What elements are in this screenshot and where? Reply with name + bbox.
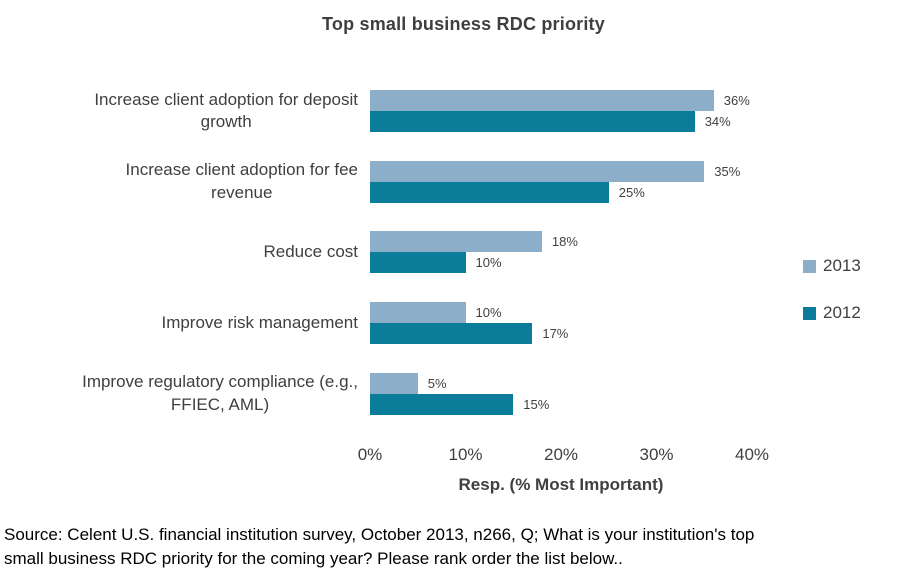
- category-label: Reduce cost: [0, 231, 359, 273]
- legend-item-2012: 2012: [803, 303, 861, 323]
- bar-value-label: 34%: [704, 114, 731, 129]
- source-note: Source: Celent U.S. financial institutio…: [4, 525, 755, 569]
- legend-item-2013: 2013: [803, 256, 861, 276]
- bar-value-label: 10%: [475, 305, 502, 321]
- category-label: Improve risk management: [0, 302, 358, 344]
- legend-label: 2012: [823, 303, 861, 322]
- category-label: Increase client adoption for deposit gro…: [0, 90, 358, 132]
- bar-value-label: 15%: [523, 396, 550, 412]
- x-tick-label: 0%: [357, 445, 383, 464]
- bar-2013: [370, 90, 714, 111]
- x-tick-label: 10%: [448, 445, 483, 464]
- bar-2012: [370, 111, 695, 132]
- bar-2012: [370, 181, 609, 203]
- bar-value-label: 17%: [542, 326, 569, 342]
- bar-value-label: 10%: [475, 255, 502, 271]
- category-label: Improve regulatory compliance (e.g., FFI…: [0, 372, 358, 415]
- x-axis-title: Resp. (% Most Important): [458, 475, 664, 494]
- category-label-text: Improve regulatory compliance (e.g., FFI…: [82, 372, 358, 414]
- bar-2013: [370, 160, 705, 182]
- bar-2012: [370, 323, 533, 345]
- category-label-text: Increase client adoption for fee revenue: [125, 160, 358, 202]
- chart-title: Top small business RDC priority: [322, 14, 605, 34]
- bar-2012: [370, 393, 514, 415]
- bar-2013: [370, 372, 418, 394]
- bar-2012: [370, 252, 466, 274]
- category-label-text: Reduce cost: [263, 242, 359, 262]
- legend-swatch-icon: [803, 306, 816, 320]
- legend: 2013 2012: [803, 256, 861, 350]
- bar-value-label: 25%: [618, 184, 645, 200]
- bar-value-label: 5%: [427, 375, 447, 391]
- category-label: Increase client adoption for fee revenue: [0, 160, 358, 203]
- x-tick-label: 40%: [734, 445, 770, 464]
- bar-2013: [370, 302, 466, 324]
- bar-value-label: 35%: [714, 163, 741, 179]
- x-tick-label: 30%: [639, 445, 674, 464]
- legend-swatch-icon: [803, 259, 816, 273]
- bar-value-label: 18%: [551, 234, 578, 250]
- bar-2013: [370, 231, 542, 253]
- category-label-text: Increase client adoption for deposit gro…: [94, 89, 358, 131]
- legend-label: 2013: [823, 256, 861, 275]
- category-label-text: Improve risk management: [161, 312, 358, 332]
- bar-value-label: 36%: [723, 93, 750, 108]
- x-tick-label: 20%: [543, 445, 579, 464]
